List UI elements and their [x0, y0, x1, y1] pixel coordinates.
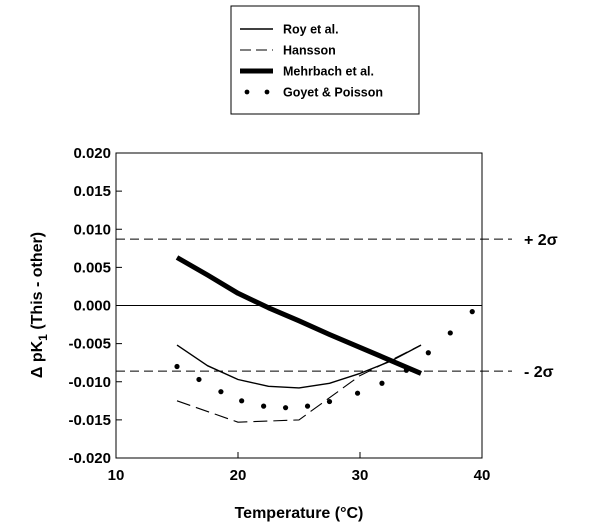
- data-point: [218, 389, 224, 395]
- legend-swatch: [244, 89, 250, 95]
- legend-swatch: [264, 89, 270, 95]
- data-point: [425, 350, 431, 356]
- sigma-label: + 2σ: [524, 232, 558, 249]
- legend-label: Roy et al.: [283, 23, 339, 37]
- series-goyet-poisson: [174, 309, 475, 411]
- x-tick-label: 10: [108, 467, 125, 484]
- legend-item-hansson: Hansson: [240, 44, 336, 58]
- legend-label: Mehrbach et al.: [283, 65, 374, 79]
- series-line: [176, 344, 422, 423]
- legend: Roy et al. Hansson Mehrbach et al. Goyet & …: [230, 5, 420, 115]
- series-line: [175, 255, 422, 376]
- y-tick-label: 0.015: [73, 183, 111, 200]
- reference-lines: [116, 238, 512, 372]
- data-point: [239, 398, 245, 404]
- series-line: [176, 344, 422, 389]
- data-point: [379, 380, 385, 386]
- data-point: [282, 405, 289, 411]
- x-tick-label: 40: [474, 467, 491, 484]
- data-point: [326, 398, 333, 405]
- x-axis-title: Temperature (°C): [235, 505, 364, 522]
- y-axis-title-prefix: Δ pK: [29, 340, 46, 378]
- y-tick-label: 0.020: [73, 145, 111, 162]
- data-point: [469, 309, 475, 315]
- legend-label: Hansson: [283, 44, 336, 58]
- data-point: [403, 367, 409, 373]
- legend-items: Roy et al. Hansson Mehrbach et al. Goyet & …: [240, 23, 383, 100]
- data-point: [447, 330, 453, 336]
- legend-label: Goyet & Poisson: [283, 86, 383, 100]
- y-tick-label: 0.010: [73, 221, 111, 238]
- sigma-label: - 2σ: [524, 364, 554, 381]
- series-hansson: [176, 344, 422, 423]
- y-tick-label: -0.010: [68, 374, 111, 391]
- legend-item-roy-et-al: Roy et al.: [240, 23, 339, 37]
- y-tick-label: -0.005: [68, 336, 111, 353]
- y-tick-label: -0.020: [68, 450, 111, 467]
- series-roy-et-al: [176, 344, 422, 389]
- data-point: [354, 390, 361, 396]
- data-point: [261, 403, 267, 409]
- sigma-labels: + 2σ - 2σ: [524, 232, 558, 381]
- data-point: [174, 363, 180, 370]
- y-tick-label: 0.005: [73, 259, 111, 276]
- y-tick-label: 0.000: [73, 298, 111, 315]
- x-tick-label: 30: [352, 467, 369, 484]
- series-mehrbach-et-al: [175, 255, 422, 376]
- y-axis-title: Δ pK1 (This - other): [29, 232, 50, 378]
- legend-item-mehrbach-et-al: Mehrbach et al.: [240, 65, 374, 79]
- y-axis-title-suffix: (This - other): [29, 232, 46, 334]
- y-axis-title-subscript: 1: [36, 334, 50, 341]
- legend-box: [230, 5, 420, 115]
- y-tick-label: -0.015: [68, 412, 111, 429]
- x-tick-label: 20: [230, 467, 247, 484]
- data-point: [304, 403, 311, 409]
- legend-item-goyet-poisson: Goyet & Poisson: [244, 86, 383, 100]
- data-point: [196, 376, 202, 383]
- series-layer: [174, 255, 475, 423]
- y-axis: 0.020 0.015 0.010 0.005 0.000 -0.005 -0.010 -0.…: [68, 145, 122, 467]
- x-axis: 10 20 30 40: [108, 452, 491, 484]
